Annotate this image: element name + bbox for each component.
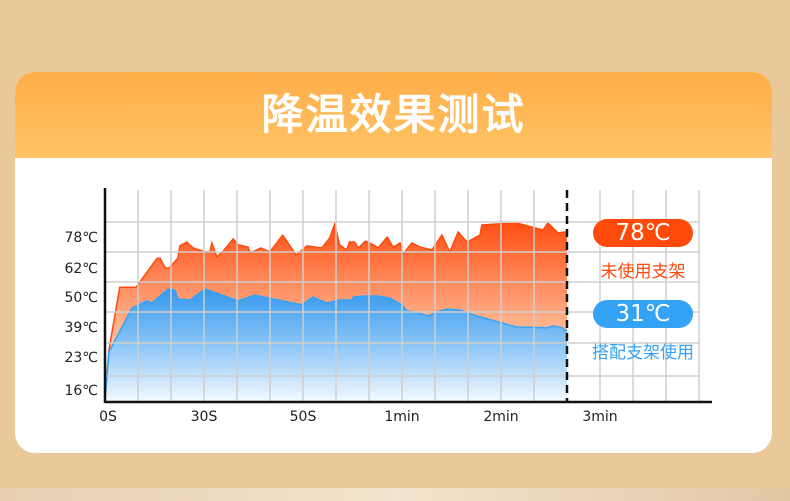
x-tick-label: 0S [99,409,117,425]
uncooled-temp-badge: 78℃ [593,219,693,247]
y-tick-label: 16℃ [64,383,98,399]
y-tick-label: 39℃ [64,320,98,336]
y-tick-label: 62℃ [64,261,98,277]
series-line-0 [104,221,567,400]
y-tick-label: 50℃ [64,290,98,306]
x-tick-label: 50S [290,409,317,425]
x-tick-label: 1min [384,409,419,425]
series-line-1 [104,288,567,400]
page-title: 降温效果测试 [261,90,526,139]
x-tick-label: 2min [483,409,518,425]
header-banner [15,72,772,158]
x-tick-label: 3min [582,409,617,425]
cooled-temp-badge: 31℃ [593,300,693,328]
bottom-strip [0,488,790,501]
y-tick-label: 23℃ [64,350,98,366]
x-tick-label: 30S [191,409,218,425]
cooled-label: 搭配支架使用 [592,343,694,363]
uncooled-label: 未使用支架 [600,262,686,282]
y-tick-label: 78℃ [64,230,98,246]
